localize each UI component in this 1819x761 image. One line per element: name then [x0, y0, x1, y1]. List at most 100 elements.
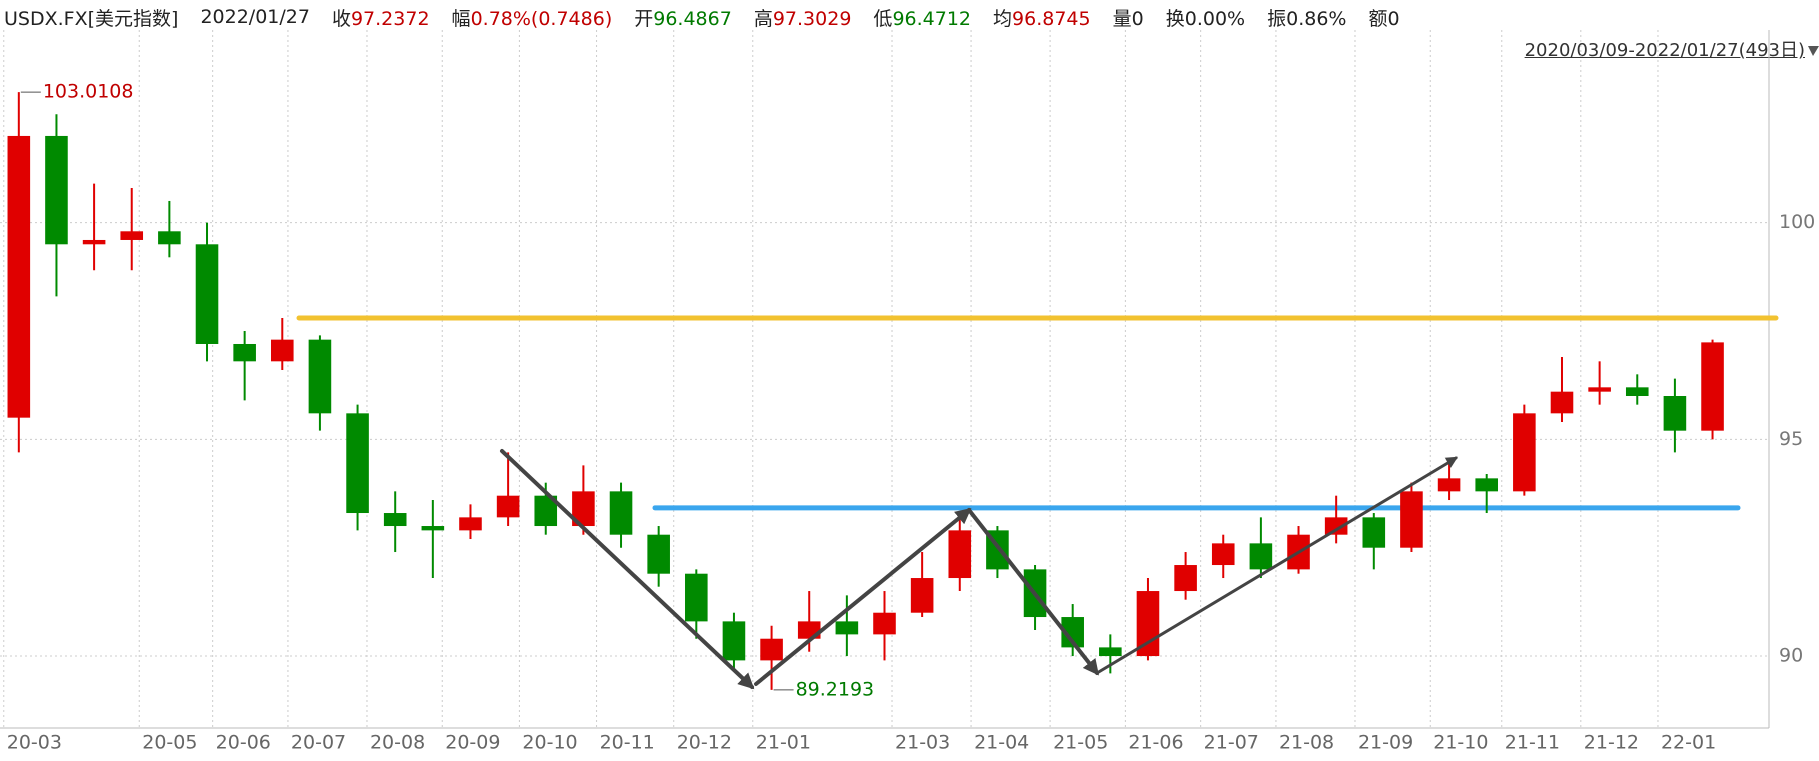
candle-body	[1324, 517, 1348, 535]
x-tick-label: 20-05	[142, 732, 197, 754]
candle-body	[534, 495, 558, 527]
x-tick-label: 21-06	[1128, 732, 1183, 754]
x-tick-label: 20-08	[370, 732, 425, 754]
quote-field: 振0.86%	[1267, 4, 1346, 31]
x-tick-label: 20-12	[677, 732, 732, 754]
candle-body	[82, 239, 106, 245]
candle-body	[459, 517, 482, 531]
candle-body	[120, 231, 144, 240]
x-tick-label: 20-06	[216, 732, 271, 754]
range-dropdown[interactable]	[1808, 46, 1819, 56]
quote-field: 低96.4712	[873, 4, 971, 31]
header: USDX.FX[美元指数] 2022/01/27 收97.2372 幅0.78%(…	[4, 2, 1422, 32]
y-tick-label: 95	[1779, 428, 1803, 450]
field-label: 均	[993, 7, 1013, 30]
quote-field: 收97.2372	[332, 4, 430, 31]
trend-arrows	[500, 449, 1459, 690]
y-tick-label: 90	[1779, 645, 1803, 667]
x-tick-label: 21-10	[1433, 732, 1488, 754]
x-tick-label: 21-07	[1204, 732, 1259, 754]
trend-arrow	[1095, 456, 1459, 675]
symbol: USDX.FX[美元指数]	[4, 7, 179, 30]
candle-body	[1174, 565, 1197, 592]
candle-body	[346, 413, 369, 514]
candle-body	[873, 612, 896, 635]
x-tick-label: 20-11	[600, 732, 655, 754]
field-value: 96.8745	[1012, 7, 1091, 30]
candle-body	[1663, 396, 1687, 431]
field-label: 额	[1368, 7, 1388, 30]
x-tick-label: 21-08	[1279, 732, 1334, 754]
x-tick-label: 20-10	[522, 732, 577, 754]
field-value: 97.2372	[350, 7, 430, 30]
candle-body	[1437, 478, 1461, 492]
x-tick-label: 20-07	[291, 732, 346, 754]
field-value: 0	[1131, 7, 1144, 30]
candle-body	[1513, 413, 1536, 492]
field-label: 开	[634, 7, 654, 30]
date: 2022/01/27	[200, 6, 310, 28]
field-value: 0	[1387, 7, 1400, 30]
field-label: 换	[1165, 7, 1185, 30]
high-label: 103.0108	[43, 81, 134, 103]
candle-body	[421, 526, 445, 531]
candle-body	[722, 621, 746, 661]
candle-body	[1061, 617, 1084, 648]
x-tick-label: 22-01	[1661, 732, 1716, 754]
candle-body	[1701, 342, 1724, 431]
candle-body	[383, 513, 407, 527]
field-value: 96.4867	[653, 7, 732, 30]
field-label: 收	[331, 7, 351, 30]
y-tick-label: 100	[1779, 211, 1815, 233]
candle-body	[1588, 387, 1611, 392]
candle-body	[45, 135, 68, 245]
date-range[interactable]: 2020/03/09-2022/01/27(493日)	[1524, 40, 1805, 61]
candle-body	[158, 231, 181, 245]
x-tick-label: 21-04	[974, 732, 1029, 754]
trend-arrow	[967, 508, 1099, 676]
field-label: 幅	[451, 7, 471, 30]
field-label: 振	[1267, 7, 1287, 30]
candle-body	[1550, 391, 1574, 414]
x-tick-label: 21-11	[1505, 732, 1560, 754]
candle-body	[572, 491, 595, 527]
low-label: 89.2193	[796, 678, 875, 700]
candle-body	[1211, 543, 1235, 566]
candle-body	[685, 573, 708, 622]
quote-field: 额0	[1368, 4, 1399, 31]
candle-body	[1362, 517, 1386, 548]
candle-body	[270, 339, 294, 362]
candle-body	[910, 578, 934, 613]
field-value: 0.00%	[1184, 7, 1246, 30]
x-tick-label: 20-09	[445, 732, 500, 754]
x-tick-label: 21-12	[1584, 732, 1639, 754]
candle-body	[1099, 647, 1122, 657]
candle-body	[1475, 478, 1499, 492]
candle-body	[1400, 491, 1423, 548]
candle-body	[1249, 543, 1273, 570]
candle-body	[496, 495, 520, 518]
candle-body	[760, 638, 783, 661]
quote-field: 高97.3029	[754, 4, 852, 31]
candle-body	[609, 491, 633, 535]
candle-body	[7, 135, 31, 418]
candle-body	[233, 343, 256, 362]
field-value: 96.4712	[892, 7, 972, 30]
x-tick-label: 21-05	[1053, 732, 1108, 754]
quote-field: 均96.8745	[993, 4, 1091, 31]
x-tick-label: 21-03	[895, 732, 950, 754]
quote-field: 幅0.78%(0.7486)	[452, 4, 613, 31]
candle-body	[835, 621, 859, 635]
trend-arrow	[754, 507, 972, 686]
field-label: 低	[873, 7, 893, 30]
x-tick-label: 20-03	[7, 732, 62, 754]
quote-field: 换0.00%	[1166, 4, 1245, 31]
candle-body	[308, 339, 332, 414]
field-value: 97.3029	[772, 7, 852, 30]
quote-field: 开96.4867	[634, 4, 732, 31]
candle-body	[195, 244, 219, 344]
candle-body	[948, 530, 972, 579]
field-value: 0.86%	[1286, 7, 1347, 30]
quote-field: 量0	[1113, 4, 1144, 31]
candle-body	[647, 534, 670, 574]
